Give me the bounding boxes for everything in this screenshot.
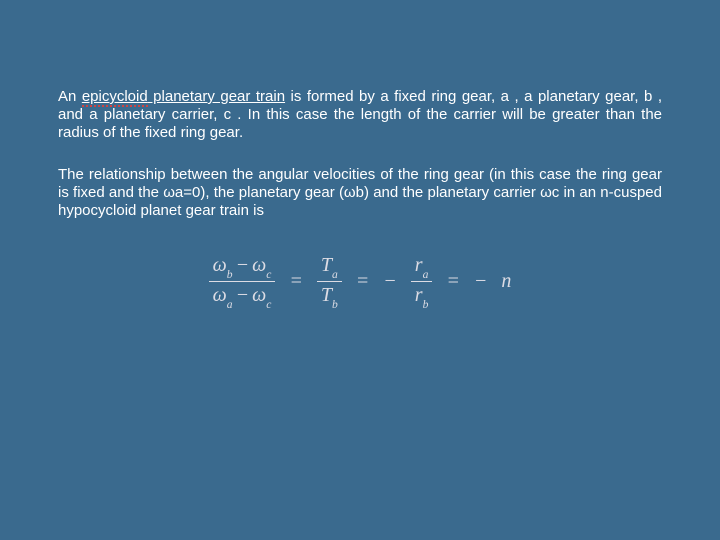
sym-omega: ω [252, 254, 266, 276]
sym-T: T [321, 284, 332, 306]
formula-container: ωb−ωc ωa−ωc = Ta Tb = − ra rb = [58, 252, 662, 312]
equals-sign: = [289, 270, 303, 293]
sub-c: c [266, 298, 271, 311]
paragraph-1: An epicycloid planetary gear train is fo… [58, 88, 662, 142]
p1-lead: An [58, 88, 82, 105]
sub-b: b [332, 298, 338, 311]
equals-sign: = [446, 270, 460, 293]
sym-r: r [415, 284, 423, 306]
sub-a: a [332, 268, 338, 281]
negative-sign: − [474, 270, 488, 293]
sym-omega: ω [252, 284, 266, 306]
p1-underlined: epicycloid planetary gear train [82, 88, 285, 107]
slide: An epicycloid planetary gear train is fo… [0, 0, 720, 540]
fraction-T: Ta Tb [317, 252, 342, 312]
sub-b: b [423, 298, 429, 311]
sub-b: b [227, 268, 233, 281]
sym-omega: ω [213, 254, 227, 276]
sym-omega: ω [213, 284, 227, 306]
negative-sign: − [383, 270, 397, 293]
p1-underlined-redword: epicycloid [82, 88, 148, 107]
paragraph-2: The relationship between the angular vel… [58, 166, 662, 220]
formula: ωb−ωc ωa−ωc = Ta Tb = − ra rb = [209, 252, 512, 312]
fraction-r: ra rb [411, 252, 433, 312]
sub-a: a [227, 298, 233, 311]
sym-r: r [415, 254, 423, 276]
sub-c: c [266, 268, 271, 281]
equals-sign: = [356, 270, 370, 293]
sub-a: a [423, 268, 429, 281]
sym-T: T [321, 254, 332, 276]
sym-n: n [501, 270, 511, 293]
p1-underlined-rest: planetary gear train [148, 88, 285, 105]
fraction-omega: ωb−ωc ωa−ωc [209, 252, 276, 312]
